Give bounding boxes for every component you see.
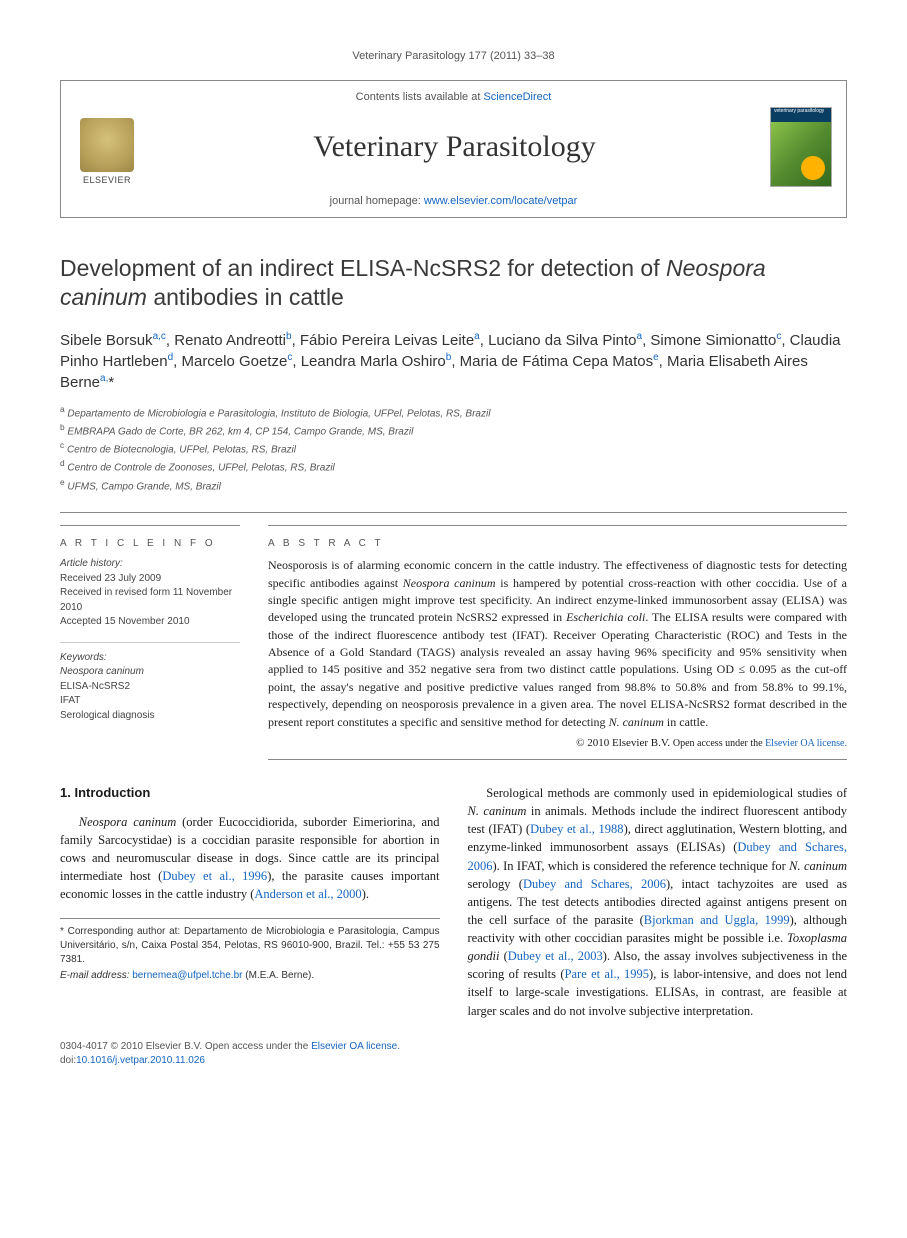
homepage-link[interactable]: www.elsevier.com/locate/vetpar xyxy=(424,195,577,207)
affiliations: a Departamento de Microbiologia e Parasi… xyxy=(60,403,847,495)
cite-pare-1995[interactable]: Pare et al., 1995 xyxy=(565,967,650,981)
oa-pre: Open access under the xyxy=(673,738,765,749)
abstract-copyright: © 2010 Elsevier B.V. Open access under t… xyxy=(268,737,847,749)
abs-t3: . The ELISA results were compared with t… xyxy=(268,610,847,728)
accepted-date: Accepted 15 November 2010 xyxy=(60,615,240,630)
issn-copyright: 0304-4017 © 2010 Elsevier B.V. xyxy=(60,1041,205,1052)
page-footer: 0304-4017 © 2010 Elsevier B.V. Open acce… xyxy=(60,1040,847,1068)
p2-i1: N. caninum xyxy=(468,804,527,818)
keyword: Serological diagnosis xyxy=(60,709,240,724)
oa-license-link[interactable]: Elsevier OA license. xyxy=(765,738,847,749)
corr-email-post: (M.E.A. Berne). xyxy=(245,970,314,981)
abs-t4: in cattle. xyxy=(664,715,708,729)
received-date: Received 23 July 2009 xyxy=(60,572,240,587)
affiliation-line: e UFMS, Campo Grande, MS, Brazil xyxy=(60,476,847,494)
homepage-label: journal homepage: xyxy=(330,195,424,207)
elsevier-wordmark: ELSEVIER xyxy=(83,175,131,185)
p2-h: ( xyxy=(499,949,507,963)
p1-species: Neospora caninum xyxy=(79,815,177,829)
intro-paragraph-2: Serological methods are commonly used in… xyxy=(468,784,848,1020)
abstract-text: Neosporosis is of alarming economic conc… xyxy=(268,557,847,731)
p2-d: ). In IFAT, which is considered the refe… xyxy=(493,859,790,873)
author-list: Sibele Borsuka,c, Renato Andreottib, Fáb… xyxy=(60,330,847,393)
title-pre: Development of an indirect ELISA-NcSRS2 … xyxy=(60,255,666,281)
cite-bjorkman-1999[interactable]: Bjorkman and Uggla, 1999 xyxy=(644,913,790,927)
footer-oa-pre: Open access under the xyxy=(205,1041,311,1052)
affiliation-line: b EMBRAPA Gado de Corte, BR 262, km 4, C… xyxy=(60,421,847,439)
keyword: ELISA-NcSRS2 xyxy=(60,680,240,695)
contents-line: Contents lists available at ScienceDirec… xyxy=(75,91,832,103)
journal-name: Veterinary Parasitology xyxy=(139,130,770,164)
doi-label: doi: xyxy=(60,1055,76,1066)
corresponding-author-note: * Corresponding author at: Departamento … xyxy=(60,918,440,983)
keyword: IFAT xyxy=(60,694,240,709)
keywords-block: Keywords: Neospora caninumELISA-NcSRS2IF… xyxy=(60,642,240,724)
elsevier-tree-icon xyxy=(80,118,134,172)
elsevier-logo: ELSEVIER xyxy=(75,109,139,185)
title-post: antibodies in cattle xyxy=(147,284,344,310)
abstract-heading: A B S T R A C T xyxy=(268,538,390,549)
footer-oa-link[interactable]: Elsevier OA license. xyxy=(311,1041,400,1052)
history-label: Article history: xyxy=(60,557,240,572)
p2-e: serology ( xyxy=(468,877,523,891)
affiliation-line: a Departamento de Microbiologia e Parasi… xyxy=(60,403,847,421)
sciencedirect-link[interactable]: ScienceDirect xyxy=(483,91,551,103)
doi-link[interactable]: 10.1016/j.vetpar.2010.11.026 xyxy=(76,1055,205,1066)
journal-cover-thumbnail: veterinary parasitology xyxy=(770,107,832,187)
section-heading-intro: 1. Introduction xyxy=(60,784,440,803)
running-header: Veterinary Parasitology 177 (2011) 33–38 xyxy=(60,50,847,62)
copyright-text: © 2010 Elsevier B.V. xyxy=(576,737,673,749)
cover-label: veterinary parasitology xyxy=(774,109,824,115)
cite-dubey-1988[interactable]: Dubey et al., 1988 xyxy=(530,822,624,836)
corr-email-link[interactable]: bernemea@ufpel.tche.br xyxy=(132,970,242,981)
affiliation-line: d Centro de Controle de Zoonoses, UFPel,… xyxy=(60,457,847,475)
article-info-sidebar: A R T I C L E I N F O Article history: R… xyxy=(60,525,240,760)
revised-date: Received in revised form 11 November 201… xyxy=(60,586,240,615)
p2-a: Serological methods are commonly used in… xyxy=(486,786,847,800)
abstract-column: A B S T R A C T Neosporosis is of alarmi… xyxy=(268,525,847,760)
abs-i2: Escherichia coli xyxy=(566,610,645,624)
article-title: Development of an indirect ELISA-NcSRS2 … xyxy=(60,254,847,312)
p2-i2: N. caninum xyxy=(789,859,847,873)
cite-dubey-1996[interactable]: Dubey et al., 1996 xyxy=(162,869,267,883)
contents-text: Contents lists available at xyxy=(356,91,484,103)
corr-text: * Corresponding author at: Departamento … xyxy=(60,925,440,967)
article-body: 1. Introduction Neospora caninum (order … xyxy=(60,784,847,1020)
journal-masthead: Contents lists available at ScienceDirec… xyxy=(60,80,847,218)
cite-dubey-2003[interactable]: Dubey et al., 2003 xyxy=(508,949,603,963)
email-label: E-mail address: xyxy=(60,970,132,981)
abs-i3: N. caninum xyxy=(609,715,664,729)
homepage-line: journal homepage: www.elsevier.com/locat… xyxy=(75,195,832,207)
article-history: Article history: Received 23 July 2009 R… xyxy=(60,557,240,630)
cite-anderson-2000[interactable]: Anderson et al., 2000 xyxy=(254,887,361,901)
cite-dubey-schares-2006b[interactable]: Dubey and Schares, 2006 xyxy=(523,877,666,891)
keywords-label: Keywords: xyxy=(60,651,240,666)
affiliation-line: c Centro de Biotecnologia, UFPel, Pelota… xyxy=(60,439,847,457)
keyword: Neospora caninum xyxy=(60,665,240,680)
article-info-heading: A R T I C L E I N F O xyxy=(60,538,222,549)
abs-i1: Neospora caninum xyxy=(403,576,496,590)
p1-c: ). xyxy=(362,887,369,901)
intro-paragraph-1: Neospora caninum (order Eucoccidiorida, … xyxy=(60,813,440,904)
